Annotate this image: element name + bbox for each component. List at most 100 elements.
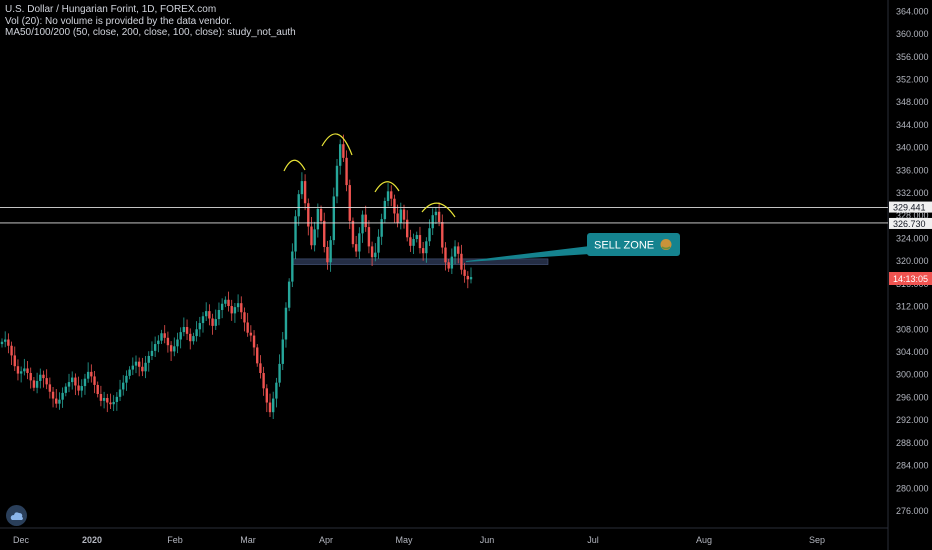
price-tick-label: 324.000 (896, 233, 929, 243)
candle-body (185, 327, 189, 334)
candle-body (16, 366, 20, 374)
time-tick-label: Sep (809, 535, 825, 545)
candle-body (364, 214, 367, 228)
price-tick-label: 280.000 (896, 483, 929, 493)
candle-body (96, 384, 99, 395)
candle (307, 198, 310, 236)
time-axis[interactable]: Dec 2020 Feb Mar Apr May Jun Jul Aug Sep (13, 535, 825, 545)
candle-body (29, 373, 32, 381)
candle (287, 278, 291, 312)
candle-body (374, 252, 377, 258)
callout-connector (466, 246, 590, 262)
candle (23, 358, 26, 376)
candle-body (313, 229, 316, 246)
candle-body (386, 191, 390, 201)
candle (275, 377, 278, 408)
candle-body (128, 369, 131, 376)
candle (246, 312, 249, 337)
candle-body (32, 380, 36, 388)
price-tick-label: 360.000 (896, 29, 929, 39)
candle (10, 341, 13, 365)
candle-body (99, 394, 103, 401)
candle (173, 337, 176, 357)
price-tick-label: 304.000 (896, 347, 929, 357)
candle-body (240, 303, 243, 313)
time-tick-label: Aug (696, 535, 712, 545)
candle (51, 386, 55, 408)
price-tick-label: 344.000 (896, 120, 929, 130)
lower-price-tag-label: 326.730 (893, 219, 926, 229)
price-axis[interactable]: 364.000 360.000 356.000 352.000 348.000 344.0… (896, 6, 929, 516)
candle-body (42, 374, 45, 379)
candle (150, 341, 154, 361)
candle-body (383, 200, 387, 220)
candle (128, 366, 131, 380)
candle-body (137, 361, 141, 367)
candle-body (348, 185, 351, 221)
candle (284, 302, 288, 348)
candle (141, 357, 144, 377)
candle-body (444, 247, 447, 263)
candle (332, 187, 336, 245)
candle (441, 214, 444, 254)
candle-body (329, 240, 332, 263)
candle-body (13, 355, 16, 367)
sell-zone-callout[interactable]: SELL ZONE 🤮 (0, 0, 680, 262)
candle-body (122, 382, 125, 390)
candle (176, 332, 179, 354)
candle-body (67, 382, 71, 387)
candle-body (284, 307, 288, 340)
candle (412, 233, 415, 255)
candle-body (109, 402, 112, 405)
time-tick-label: May (395, 535, 413, 545)
candle-body (39, 374, 42, 381)
candle (32, 376, 36, 392)
price-tick-label: 328.000 (896, 211, 929, 221)
candle (358, 227, 361, 260)
candle-body (409, 237, 412, 246)
candle (163, 325, 166, 344)
candle-body (74, 377, 77, 386)
candle-body (163, 333, 166, 338)
candle-body (268, 402, 272, 413)
candle (29, 367, 32, 389)
candle (281, 332, 284, 371)
candle-body (287, 281, 291, 308)
candle (268, 393, 272, 417)
candle-body (469, 277, 473, 280)
candle (453, 240, 457, 265)
candle (450, 248, 454, 274)
candle-body (83, 378, 87, 387)
countdown-price-tag: 14:13:05 (889, 272, 932, 285)
moving-average-indicator-label: MA50/100/200 (50, close, 200, close, 100… (5, 27, 296, 38)
candle-body (431, 215, 434, 229)
candle-body (466, 275, 470, 280)
candle-body (201, 316, 205, 324)
candle (345, 150, 348, 192)
candle (153, 336, 157, 357)
candle (93, 370, 96, 394)
left-shoulder-arc (283, 159, 306, 172)
candle-body (211, 318, 214, 326)
candle (278, 354, 281, 387)
tradingview-logo[interactable] (6, 505, 27, 526)
candle-body (195, 329, 198, 337)
callout-box (587, 233, 680, 256)
candle-body (179, 332, 182, 340)
lower-price-tag: 326.730 (889, 217, 932, 229)
candle-body (303, 181, 307, 204)
candle-body (90, 371, 93, 377)
candle-body (421, 248, 425, 254)
candle (405, 210, 409, 242)
candle-body (189, 333, 192, 342)
candle (61, 387, 64, 408)
candle-body (192, 336, 195, 342)
price-tick-label: 300.000 (896, 370, 929, 380)
price-tick-label: 276.000 (896, 506, 929, 516)
candle (77, 376, 80, 396)
candle (106, 393, 109, 413)
candle-body (141, 366, 144, 372)
candle-body (150, 350, 154, 356)
candle-body (447, 262, 450, 269)
